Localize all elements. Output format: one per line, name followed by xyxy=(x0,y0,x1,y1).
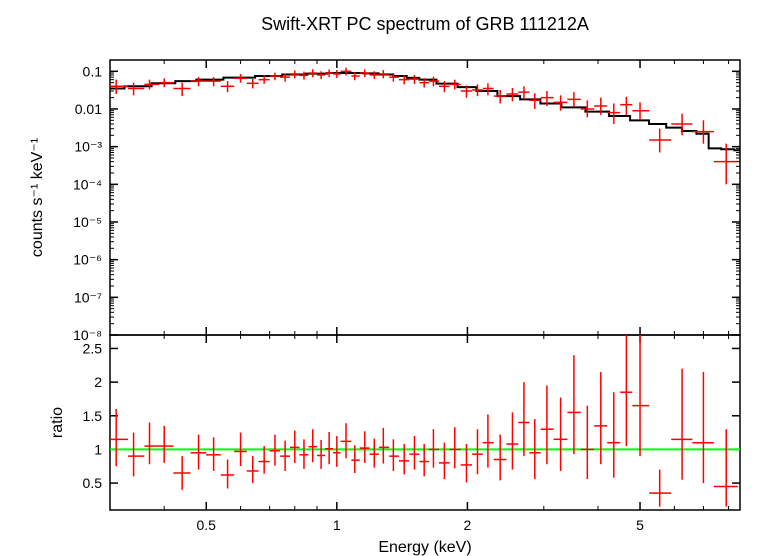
chart-svg: Swift-XRT PC spectrum of GRB 111212A 0.5 1… xyxy=(0,0,758,556)
y-tick-label-top: 10⁻³ xyxy=(74,139,102,155)
y-tick-label-top: 0.01 xyxy=(75,101,102,117)
y-tick-label-bottom: 0.5 xyxy=(83,475,103,491)
spectrum-chart: Swift-XRT PC spectrum of GRB 111212A 0.5 1… xyxy=(0,0,758,556)
x-axis-label: Energy (keV) xyxy=(378,539,471,556)
chart-title: Swift-XRT PC spectrum of GRB 111212A xyxy=(261,14,589,34)
x-tick-label: 5 xyxy=(636,517,644,533)
x-tick-label: 2 xyxy=(464,517,472,533)
y-tick-label-bottom: 2 xyxy=(94,374,102,390)
y-axis-label-top: counts s⁻¹ keV⁻¹ xyxy=(29,138,46,257)
x-tick-label: 0.5 xyxy=(197,517,217,533)
y-tick-label-bottom: 2.5 xyxy=(83,340,103,356)
y-tick-label-bottom: 1.5 xyxy=(83,408,103,424)
y-tick-label-top: 10⁻⁵ xyxy=(73,214,102,230)
y-axis-label-bottom: ratio xyxy=(49,407,66,438)
y-tick-label-top: 0.1 xyxy=(83,63,103,79)
y-tick-label-top: 10⁻⁶ xyxy=(73,252,102,268)
y-tick-label-top: 10⁻⁷ xyxy=(74,289,102,305)
x-tick-label: 1 xyxy=(333,517,341,533)
y-tick-label-top: 10⁻⁴ xyxy=(73,176,102,192)
y-tick-label-bottom: 1 xyxy=(94,441,102,457)
